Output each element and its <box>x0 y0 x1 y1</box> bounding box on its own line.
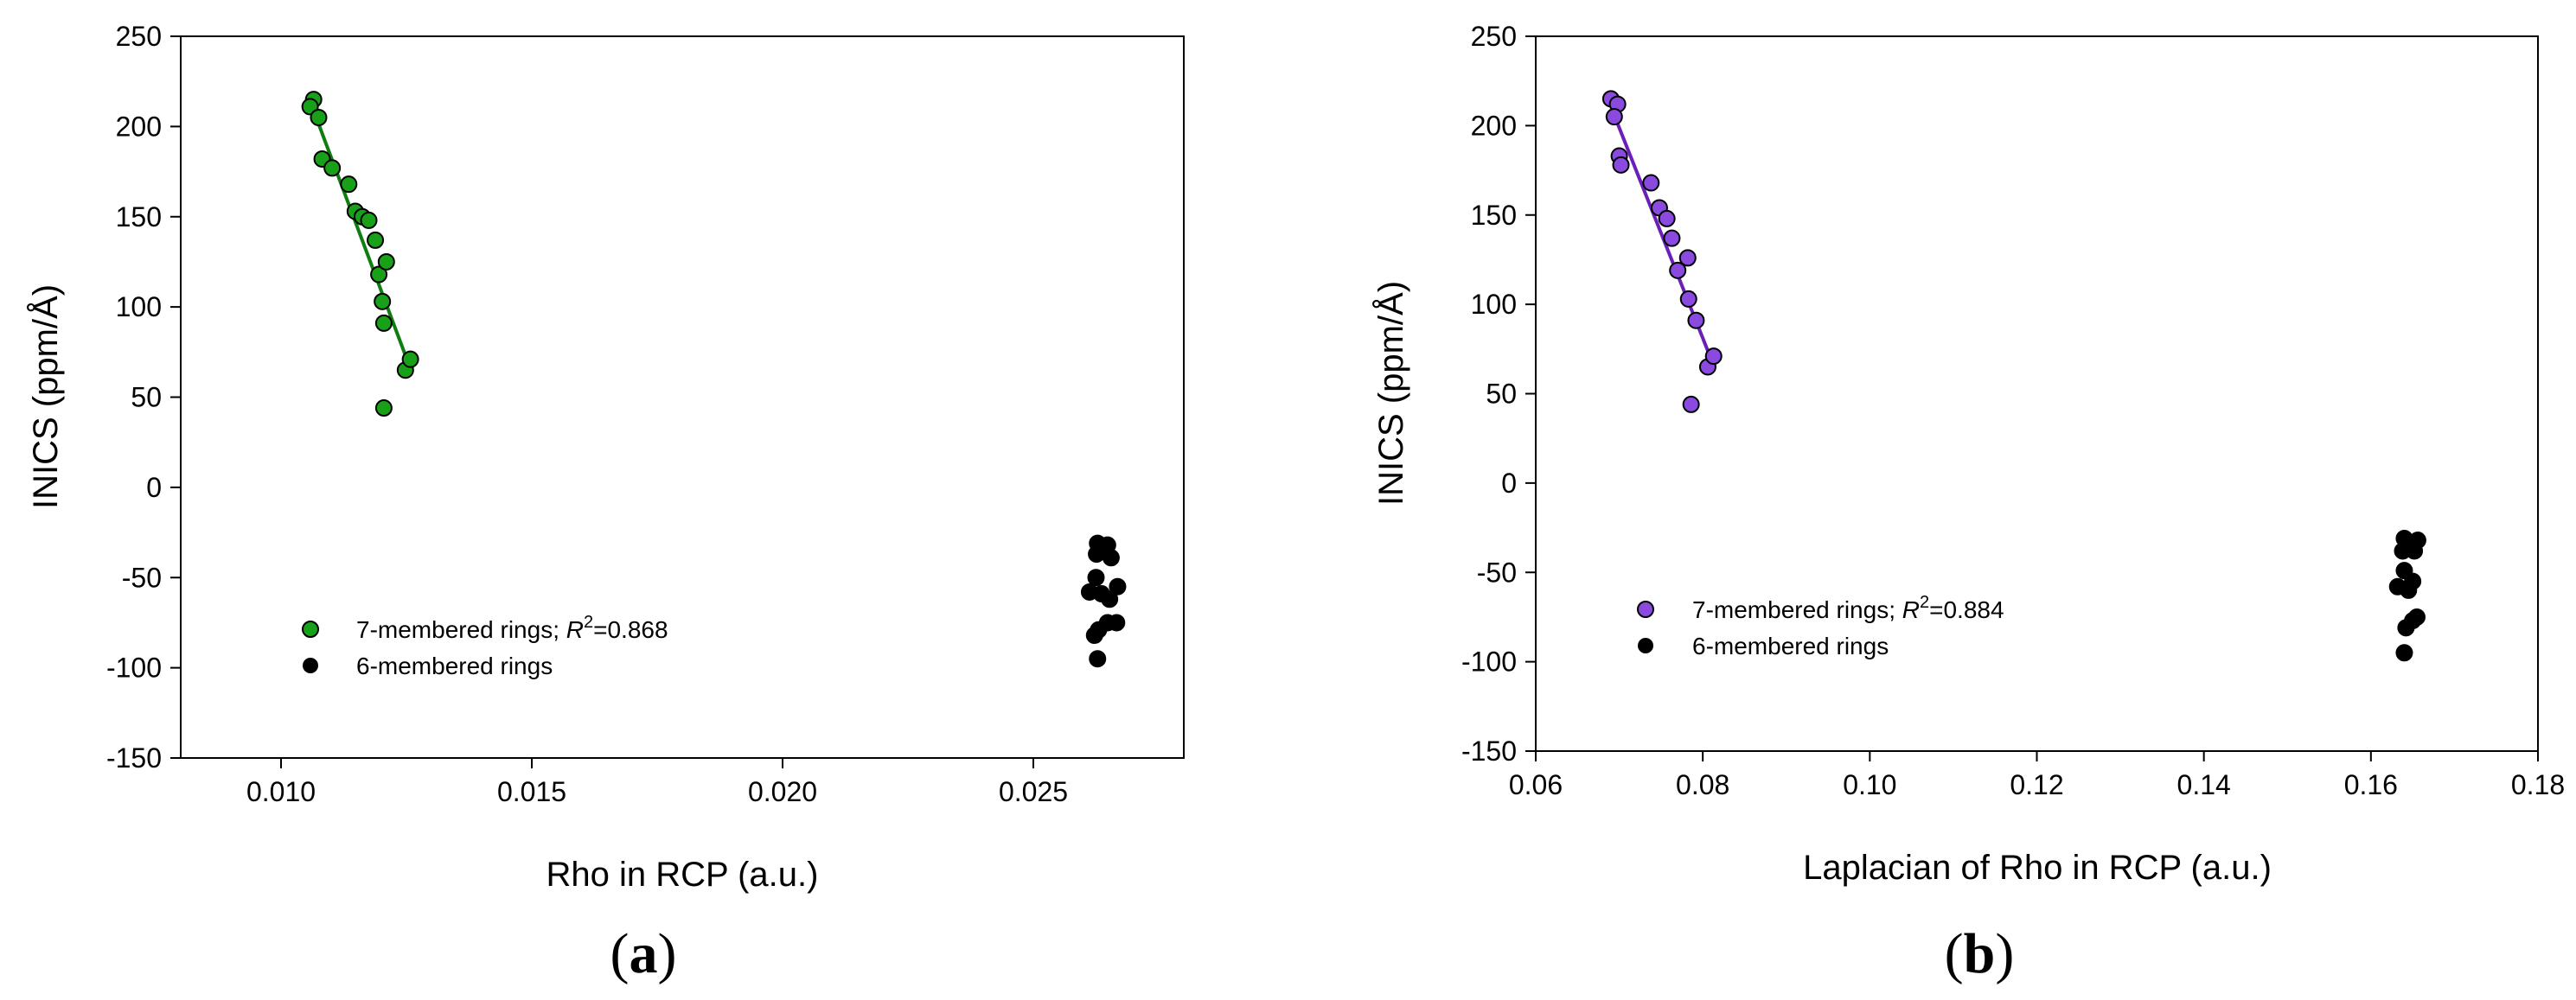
data-point-7ring <box>310 108 328 126</box>
y-axis-label-b: INICS (ppm/Å) <box>1371 281 1410 506</box>
x-tick-label: 0.16 <box>2344 769 2398 800</box>
x-tick-label: 0.10 <box>1843 769 1896 800</box>
legend-a: 7-membered rings; R2=0.868 6-membered ri… <box>302 613 668 679</box>
data-point-6ring <box>1088 545 1106 564</box>
data-point-7ring <box>374 292 392 310</box>
x-tick-label: 0.06 <box>1509 769 1563 800</box>
data-point-7ring <box>401 350 419 368</box>
data-point-7ring <box>1704 347 1723 366</box>
data-point-6ring <box>1108 614 1126 632</box>
y-tick-label: 0 <box>1501 468 1517 499</box>
data-point-7ring <box>377 252 395 271</box>
y-tick-label: 50 <box>131 382 162 413</box>
data-point-7ring <box>367 231 385 249</box>
data-point-6ring <box>2400 581 2418 599</box>
x-tick-label: 0.18 <box>2511 769 2565 800</box>
data-point-6ring <box>2397 619 2415 637</box>
data-point-7ring <box>1669 261 1687 279</box>
y-tick-label: -150 <box>1461 736 1517 767</box>
data-point-7ring <box>1679 290 1697 308</box>
legend-marker-7ring-b <box>1637 601 1654 618</box>
legend-label-6ring-a: 6-membered rings <box>356 653 553 679</box>
x-tick-label: 0.14 <box>2177 769 2231 800</box>
y-axis-label-a: INICS (ppm/Å) <box>26 284 65 509</box>
data-point-7ring <box>1663 229 1681 247</box>
y-tick-label: 50 <box>1486 379 1517 410</box>
legend-marker-7ring-a <box>302 621 319 638</box>
data-point-7ring <box>1612 156 1630 174</box>
y-tick-label: -150 <box>106 742 162 774</box>
x-axis-label-a: Rho in RCP (a.u.) <box>547 856 819 894</box>
legend-label-7ring-a: 7-membered rings; R2=0.868 <box>356 613 668 643</box>
y-tick-label: 100 <box>116 291 162 322</box>
y-tick-label: 250 <box>1471 21 1517 52</box>
data-point-6ring <box>1085 627 1103 645</box>
y-tick-label: 0 <box>146 472 162 503</box>
data-point-7ring <box>323 159 342 177</box>
data-point-6ring <box>2395 644 2413 662</box>
x-tick-label: 0.020 <box>748 776 817 807</box>
regression-line <box>310 105 411 366</box>
x-tick-label: 0.015 <box>497 776 566 807</box>
data-point-7ring <box>340 175 358 194</box>
y-tick-label: -100 <box>106 653 162 684</box>
x-tick-label: 0.010 <box>246 776 316 807</box>
legend-marker-6ring-b <box>1638 638 1653 653</box>
data-point-7ring <box>1658 209 1676 227</box>
data-point-7ring <box>370 265 388 283</box>
data-point-7ring <box>1687 311 1705 329</box>
y-tick-label: 250 <box>116 21 162 52</box>
data-point-7ring <box>1678 249 1697 267</box>
legend-marker-6ring-a <box>303 658 318 673</box>
y-tick-label: -50 <box>1477 557 1517 588</box>
y-tick-label: 200 <box>1471 110 1517 141</box>
data-point-6ring <box>1087 569 1105 587</box>
data-point-7ring <box>1682 395 1700 413</box>
data-point-7ring <box>374 399 393 417</box>
y-tick-label: -100 <box>1461 646 1517 678</box>
y-tick-label: -50 <box>122 562 162 593</box>
x-axis-label-b: Laplacian of Rho in RCP (a.u.) <box>1803 849 2272 887</box>
data-point-6ring <box>1102 549 1120 567</box>
data-point-6ring <box>1101 590 1119 608</box>
legend-label-7ring-b: 7-membered rings; R2=0.884 <box>1692 593 2004 623</box>
data-point-6ring <box>1089 650 1107 668</box>
plot-frame-a <box>180 35 1185 759</box>
legend-b: 7-membered rings; R2=0.884 6-membered ri… <box>1637 593 2004 659</box>
data-point-6ring <box>2394 542 2412 560</box>
y-tick-label: 200 <box>116 111 162 142</box>
data-point-7ring <box>1642 174 1660 192</box>
data-point-7ring <box>374 314 393 332</box>
chart-panel-b: 0.06 0.08 0.10 0.12 0.14 0.16 0.18 -150 -100 -50 0… <box>1371 21 2565 985</box>
data-point-7ring <box>1605 108 1623 126</box>
legend-label-6ring-b: 6-membered rings <box>1692 633 1889 659</box>
x-tick-label: 0.12 <box>2010 769 2063 800</box>
chart-panel-a: 0.010 0.015 0.020 0.025 -150 -100 -50 0 50 100 150… <box>26 21 1185 985</box>
data-point-6ring <box>1109 577 1127 596</box>
y-tick-label: 100 <box>1471 289 1517 320</box>
y-tick-label: 150 <box>1471 200 1517 231</box>
data-point-7ring <box>360 211 378 229</box>
x-tick-label: 0.025 <box>999 776 1068 807</box>
x-tick-label: 0.08 <box>1676 769 1729 800</box>
panel-label-a: (a) <box>610 922 677 985</box>
y-tick-label: 150 <box>116 201 162 232</box>
panel-label-b: (b) <box>1945 922 2015 985</box>
plot-frame-b <box>1535 35 2539 752</box>
